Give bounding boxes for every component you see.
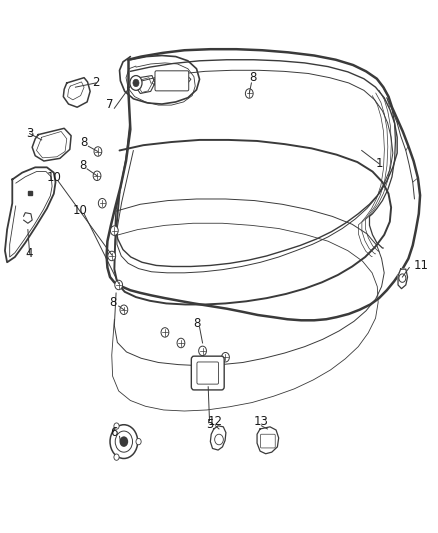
Polygon shape: [5, 167, 56, 262]
Text: 12: 12: [208, 415, 223, 428]
Text: 8: 8: [193, 317, 200, 330]
Circle shape: [93, 171, 101, 181]
Circle shape: [133, 79, 139, 87]
Circle shape: [110, 425, 138, 458]
Text: 2: 2: [92, 76, 99, 90]
Circle shape: [222, 352, 230, 362]
Circle shape: [115, 431, 133, 452]
Text: 7: 7: [106, 98, 114, 110]
Text: 10: 10: [46, 172, 61, 184]
Circle shape: [115, 280, 123, 290]
Text: 4: 4: [26, 247, 33, 260]
Circle shape: [245, 89, 253, 98]
Text: 10: 10: [72, 204, 87, 217]
Text: 5: 5: [206, 418, 213, 431]
Circle shape: [110, 226, 118, 236]
Text: 11: 11: [413, 259, 429, 272]
Circle shape: [136, 439, 141, 445]
Polygon shape: [210, 426, 226, 450]
Polygon shape: [64, 78, 90, 107]
Circle shape: [120, 437, 128, 447]
FancyBboxPatch shape: [191, 356, 224, 390]
Text: 1: 1: [375, 157, 383, 170]
Circle shape: [120, 305, 128, 314]
Polygon shape: [398, 269, 407, 289]
Text: 8: 8: [79, 159, 86, 172]
Circle shape: [94, 147, 102, 156]
FancyBboxPatch shape: [155, 71, 189, 91]
Text: 13: 13: [254, 415, 269, 428]
Polygon shape: [257, 427, 279, 454]
Circle shape: [114, 454, 119, 461]
Circle shape: [114, 423, 119, 429]
Text: 3: 3: [26, 127, 33, 140]
Circle shape: [108, 251, 116, 261]
Polygon shape: [32, 128, 71, 161]
Text: 8: 8: [110, 296, 117, 309]
Circle shape: [177, 338, 185, 348]
Circle shape: [99, 198, 106, 208]
Text: 8: 8: [81, 136, 88, 149]
Text: 6: 6: [111, 426, 118, 439]
Circle shape: [161, 328, 169, 337]
Text: 8: 8: [249, 71, 256, 84]
Circle shape: [130, 76, 142, 90]
Circle shape: [199, 346, 206, 356]
